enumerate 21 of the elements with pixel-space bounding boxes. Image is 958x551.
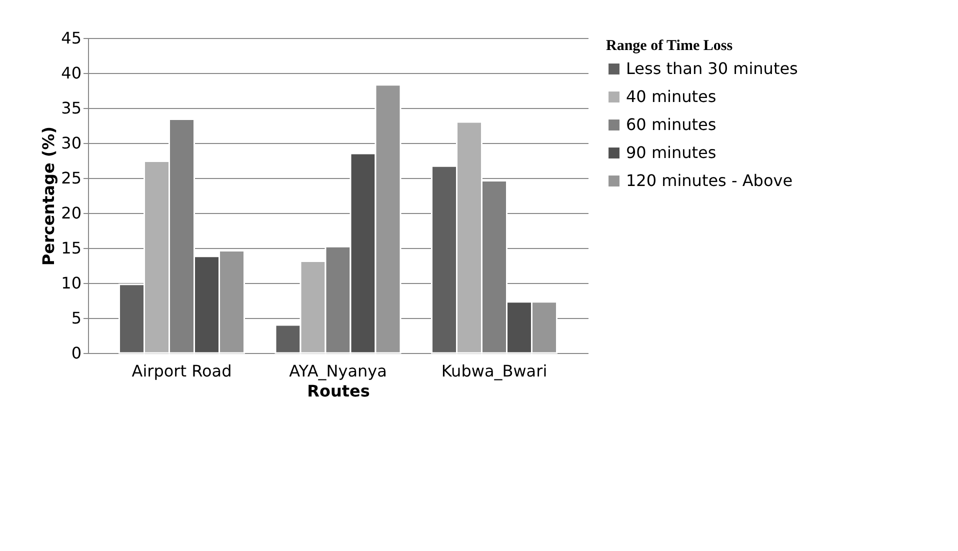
y-tick-label: 5 — [71, 308, 82, 328]
y-tick-label: 10 — [61, 274, 82, 292]
y-tick-label: 40 — [61, 64, 82, 82]
x-tick-label: AYA_Nyanya — [289, 362, 387, 380]
legend-label: 60 minutes — [626, 115, 716, 134]
y-axis-title: Percentage (%) — [39, 126, 58, 266]
y-tick-label: 45 — [61, 28, 82, 48]
legend-title: Range of Time Loss — [606, 38, 733, 54]
y-tick-label: 30 — [61, 134, 82, 152]
y-tick-label: 35 — [61, 98, 82, 118]
y-tick-label: 0 — [71, 344, 82, 362]
legend-label: 90 minutes — [626, 143, 716, 162]
y-tick-label: 15 — [61, 238, 82, 258]
x-tick-label: Airport Road — [132, 362, 232, 380]
legend-label: Less than 30 minutes — [626, 59, 798, 78]
legend-label: 120 minutes - Above — [626, 171, 793, 190]
x-axis-title: Routes — [307, 382, 370, 400]
x-tick-label: Kubwa_Bwari — [441, 362, 548, 380]
legend-label: 40 minutes — [626, 87, 716, 106]
y-tick-label: 25 — [61, 168, 82, 188]
y-tick-label: 20 — [61, 204, 82, 222]
